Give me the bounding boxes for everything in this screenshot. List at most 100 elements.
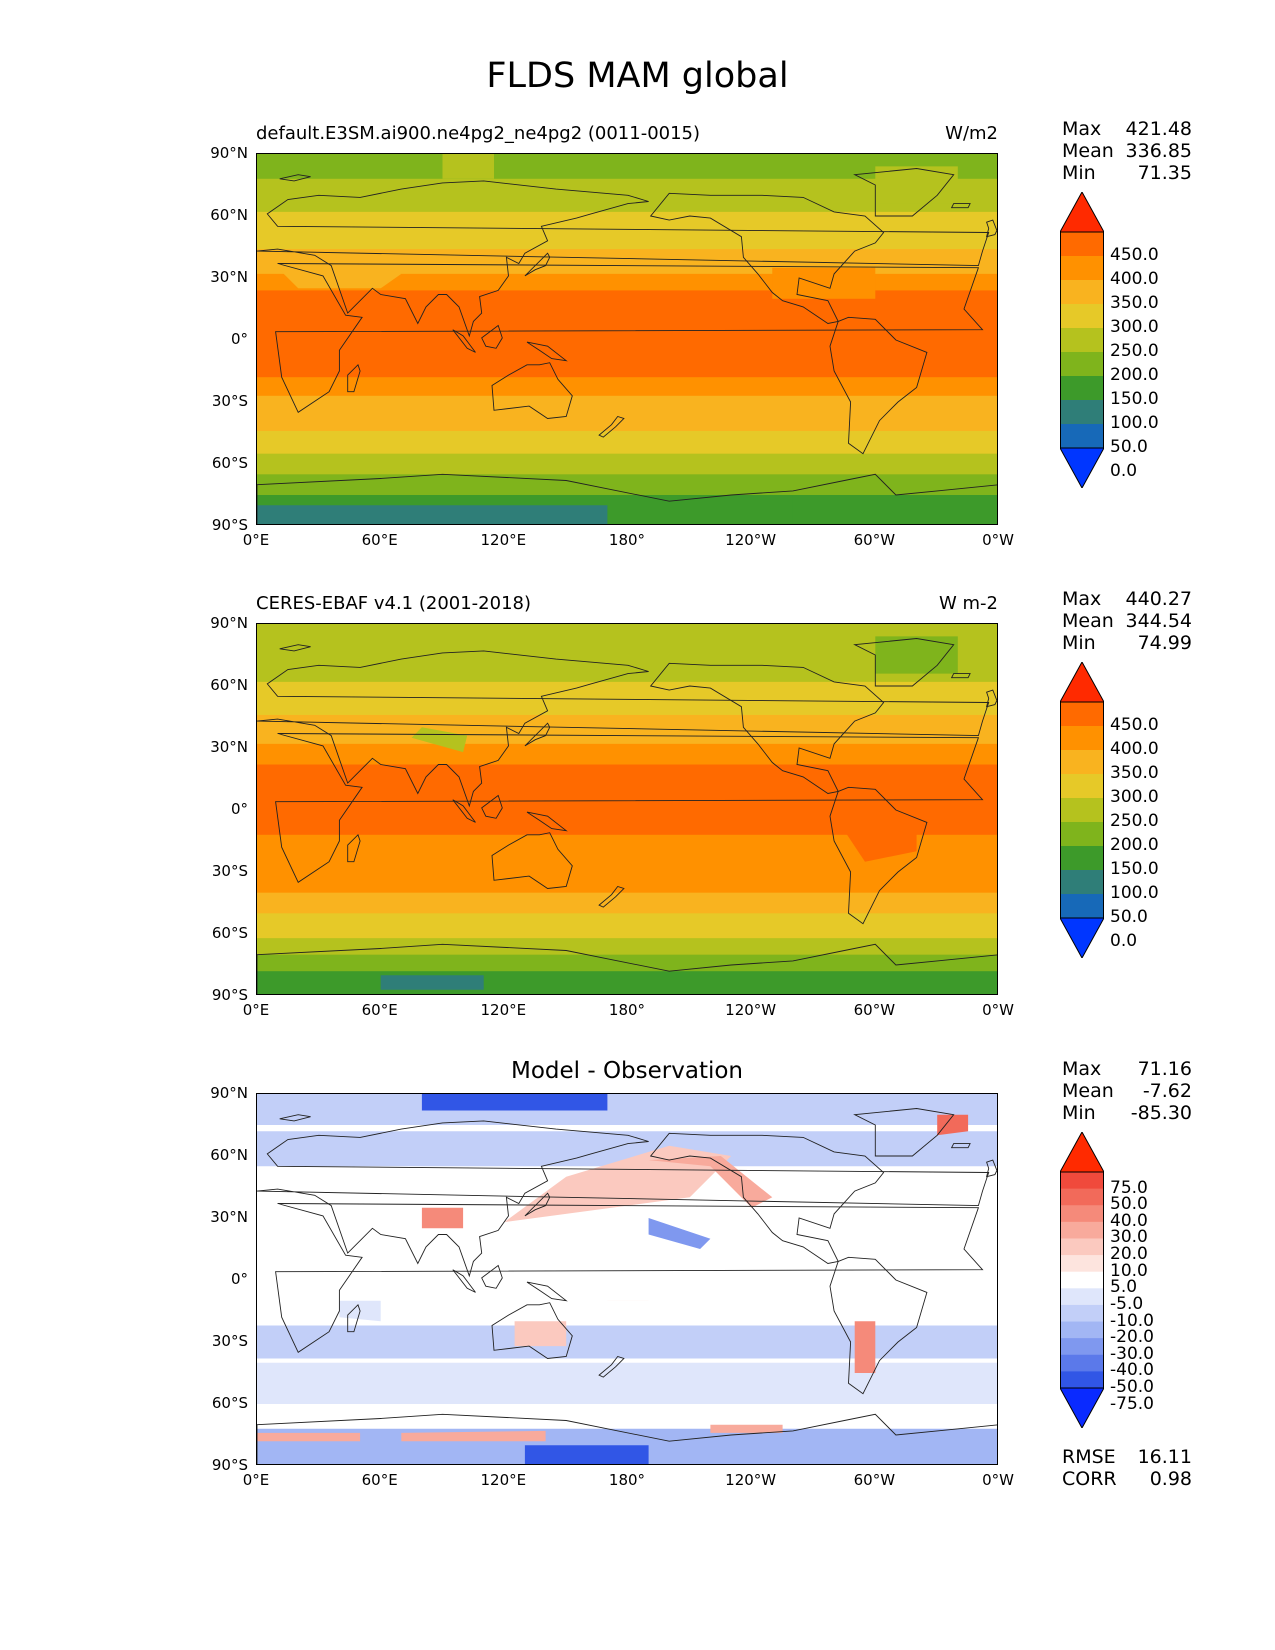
colorbar-bin [1060,352,1104,377]
coastline-northAmerica [649,662,885,794]
panel-observation: CERES-EBAF v4.1 (2001-2018) W m-2 90°N 60… [0,588,1275,1058]
lon-tick-label: 120°E [480,1001,527,1019]
colorbar-bin [1060,750,1104,775]
lon-tick-label: 120°E [480,1471,527,1489]
coastline-newZealand [598,415,625,438]
colorbar-bin [1060,702,1104,727]
colorbar-extend-min [1059,1387,1105,1430]
lon-tick-label: 60°E [361,1001,398,1019]
colorbar [1059,660,1105,962]
field-anomaly [257,1259,997,1301]
lon-tick-label: 0°W [982,1001,1014,1019]
lat-tick-label: 30°N [210,738,248,756]
colorbar-outline [1060,701,1104,919]
coastline-antarctica [257,1413,997,1464]
colorbar [1059,1130,1105,1432]
lat-tick-label: 90°N [210,1084,248,1102]
colorbar-bin [1060,304,1104,329]
field-tibet [411,727,468,753]
colorbar-extend-max [1059,1130,1105,1173]
colorbar-tick-label: 50.0 [1110,437,1148,457]
coastline-africa [275,263,984,413]
lat-tick-label: 30°N [210,1208,248,1226]
coastline-europeAsia [257,650,990,808]
colorbar-tick-label: 450.0 [1110,715,1159,735]
coastline-madagascar [347,363,361,393]
lat-tick-label: 60°N [210,1146,248,1164]
stat-min-label: Min [1062,162,1096,184]
field-band [257,834,997,856]
field-anomaly [401,1430,546,1442]
colorbar-tick-label: 150.0 [1110,859,1159,879]
lon-tick-label: 60°E [361,531,398,549]
field-band [257,395,997,432]
panel-model: default.E3SM.ai900.ne4pg2_ne4pg2 (0011-0… [0,118,1275,588]
colorbar-tick-label: 20.0 [1110,1244,1148,1265]
field-anomaly [648,1218,711,1249]
colorbar-outline [1060,231,1104,449]
lon-tick-label: 180° [608,531,646,549]
colorbar-bin [1060,1288,1104,1306]
coastline-africa [275,1203,984,1353]
corr-value: 0.98 [1149,1468,1192,1490]
colorbar-tick-label: 300.0 [1110,787,1159,807]
colorbar-tick-label: -5.0 [1110,1293,1144,1314]
colorbar-tick-label: 10.0 [1110,1260,1148,1281]
coastline-svalbard [279,1114,311,1122]
coastline-greenland [853,168,955,217]
field-anomaly [257,1325,997,1359]
colorbar-extend-min [1059,447,1105,490]
field-band [257,453,997,475]
field-anomaly [524,1445,649,1464]
colorbar-tick-label: 50.0 [1110,907,1148,927]
colorbar-bin [1060,1221,1104,1239]
colorbar-bin [1060,1338,1104,1356]
lat-tick-label: 60°N [210,206,248,224]
stats-box: Max 421.48 Mean 336.85 Min 71.35 [1062,118,1192,184]
colorbar-bin [1060,1321,1104,1339]
field-band [257,154,997,180]
coastline-newGuinea [526,341,568,362]
lat-tick-label: 60°S [211,924,248,942]
stats-box: Max 71.16 Mean -7.62 Min -85.30 [1062,1058,1192,1124]
stat-mean: -7.62 [1142,1080,1192,1102]
colorbar-bin [1060,726,1104,751]
colorbar-bin [1060,400,1104,425]
coastline-sumatra [452,1269,476,1293]
coastline-newGuinea [526,1281,568,1302]
coastline-antarctica [257,473,997,524]
coastline-sumatra [452,799,476,823]
lat-tick-label: 0° [230,1270,248,1288]
stat-mean-label: Mean [1062,1080,1114,1102]
lat-tick-label: 0° [230,800,248,818]
field-anomaly [504,1145,732,1223]
stat-min-label: Min [1062,1102,1096,1124]
field-band [257,624,997,646]
coastline-europeAsia [257,1120,990,1278]
lat-tick-label: 90°N [210,614,248,632]
colorbar-bin [1060,1188,1104,1206]
coastline-sumatra [452,329,476,353]
colorbar-bin [1060,1205,1104,1223]
coastline-northAmerica [649,1132,885,1264]
colorbar-outline [1060,1171,1104,1389]
lat-tick-label: 90°S [211,1456,248,1474]
field-band [257,290,997,378]
colorbar-extend-min [1059,917,1105,960]
lon-tick-label: 120°W [725,531,777,549]
field-band [257,681,997,716]
field-greenland [875,166,958,204]
colorbar-tick-label: 5.0 [1110,1277,1138,1298]
colorbar-tick-label: 40.0 [1110,1210,1148,1231]
stat-min: 74.99 [1137,632,1192,654]
coastline-borneo [481,794,503,819]
colorbar-tick-label: 250.0 [1110,341,1159,361]
colorbar-bin [1060,798,1104,823]
coastline-greenland [853,1108,955,1157]
lat-tick-label: 30°S [211,392,248,410]
lon-tick-label: 120°E [480,531,527,549]
lon-tick-label: 180° [608,1471,646,1489]
field-band [257,430,997,455]
coastline-uk [985,1159,997,1178]
colorbar-bin [1060,1255,1104,1273]
